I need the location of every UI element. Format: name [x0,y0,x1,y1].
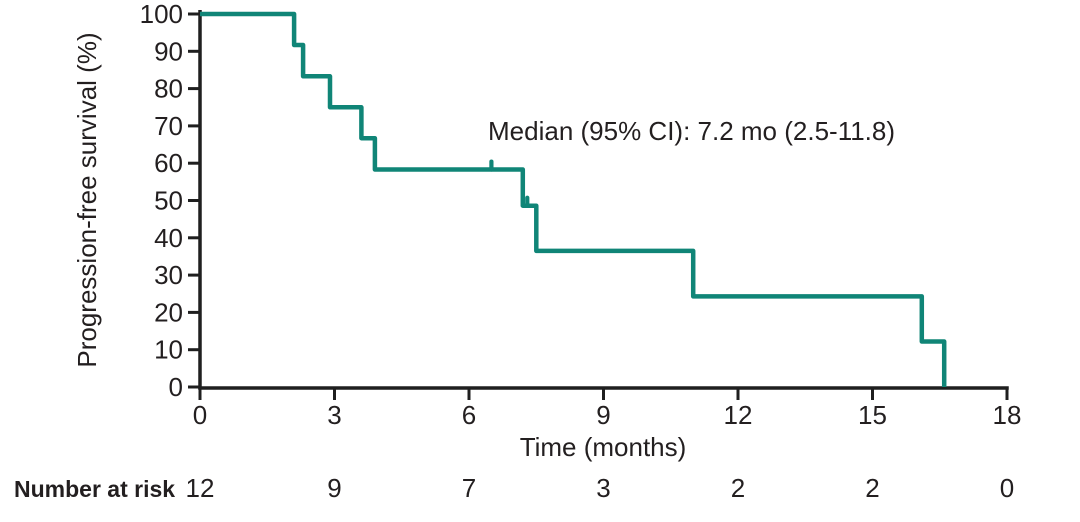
y-tick-label: 10 [154,335,183,365]
number-at-risk-label: Number at risk [14,476,175,502]
x-tick-label: 15 [858,400,887,430]
y-tick-label: 100 [140,0,183,29]
risk-count: 2 [731,473,745,503]
y-tick-label: 60 [154,148,183,178]
km-curve [200,11,947,387]
y-tick-label: 30 [154,260,183,290]
number-at-risk-row: 12 9 7 3 2 2 0 [186,473,1015,503]
y-tick-label: 20 [154,297,183,327]
x-tick-label: 18 [993,400,1022,430]
risk-count: 7 [462,473,476,503]
x-tick-label: 3 [327,400,341,430]
curve-layer [200,11,947,387]
y-axis-title: Progression-free survival (%) [72,32,102,367]
y-tick-label: 40 [154,223,183,253]
axes-layer [188,10,1009,400]
y-tick-label: 70 [154,111,183,141]
y-tick-label: 90 [154,36,183,66]
risk-count: 12 [186,473,215,503]
x-tick-label: 12 [724,400,753,430]
x-axis-title: Time (months) [520,432,687,462]
risk-count: 0 [1000,473,1014,503]
median-annotation: Median (95% CI): 7.2 mo (2.5-11.8) [488,116,895,146]
x-tick-label: 9 [596,400,610,430]
risk-count: 2 [865,473,879,503]
risk-count: 3 [596,473,610,503]
y-tick-label: 50 [154,186,183,216]
risk-count: 9 [327,473,341,503]
y-tick-label: 80 [154,74,183,104]
tick-labels-layer: 0 10 20 30 40 50 60 70 80 90 100 0 3 6 9 12 15 18 [140,0,1022,430]
x-tick-label: 0 [193,400,207,430]
x-tick-label: 6 [462,400,476,430]
y-tick-label: 0 [169,372,183,402]
